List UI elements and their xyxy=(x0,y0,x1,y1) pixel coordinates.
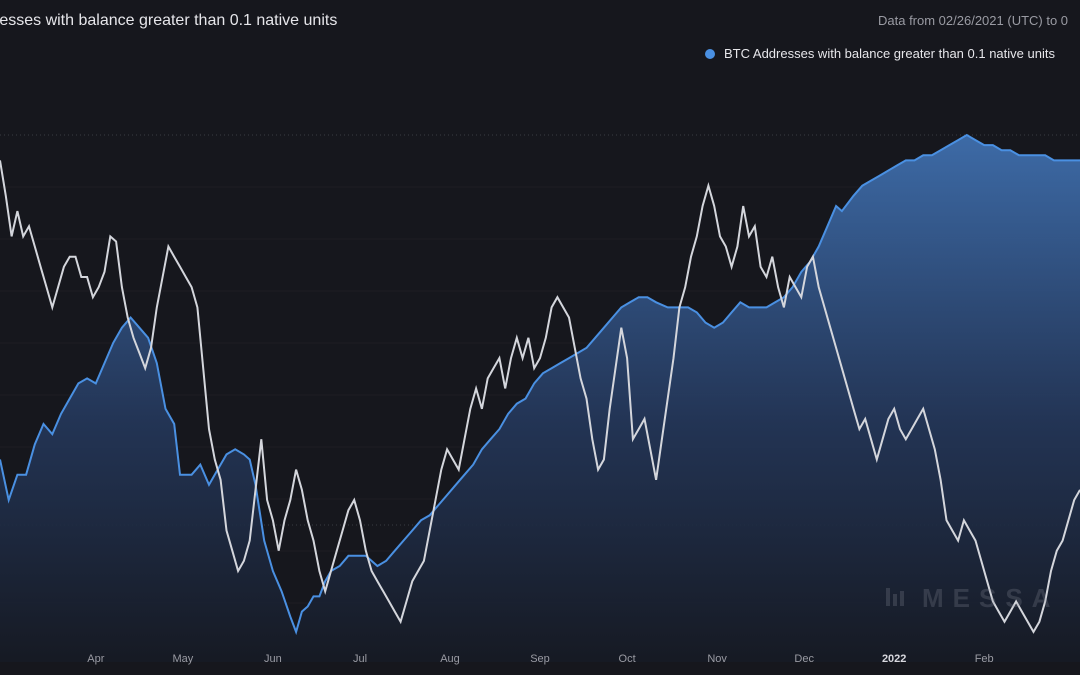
x-axis-ticks: Apr May Jun Jul Aug Sep Oct Nov Dec 2022 Feb xyxy=(87,653,993,665)
x-tick-label: Oct xyxy=(619,653,636,665)
data-range-note: Data from 02/26/2021 (UTC) to 0 xyxy=(878,13,1069,28)
legend-item-addresses[interactable]: BTC Addresses with balance greater than … xyxy=(705,46,1055,61)
addresses-area-fill xyxy=(0,135,1080,662)
x-tick-label: Dec xyxy=(794,653,814,665)
watermark-text: MESSA xyxy=(922,583,1059,613)
x-tick-label: Feb xyxy=(975,653,994,665)
x-tick-label: Sep xyxy=(530,653,550,665)
price-series-line xyxy=(0,160,1080,634)
legend-label: BTC Addresses with balance greater than … xyxy=(724,46,1055,61)
x-tick-label: Jun xyxy=(264,653,282,665)
watermark-icon xyxy=(886,588,904,606)
x-tick-label: Aug xyxy=(440,653,460,665)
x-tick-label: Jul xyxy=(353,653,367,665)
addresses-series-line xyxy=(0,133,1080,636)
chart-title: resses with balance greater than 0.1 nat… xyxy=(0,12,338,29)
x-tick-label: 2022 xyxy=(882,653,906,665)
watermark-logo: MESSA xyxy=(886,583,1059,613)
x-tick-label: Nov xyxy=(707,653,727,665)
x-tick-label: May xyxy=(173,653,194,665)
legend-swatch xyxy=(705,48,715,59)
x-tick-label: Apr xyxy=(87,653,104,665)
